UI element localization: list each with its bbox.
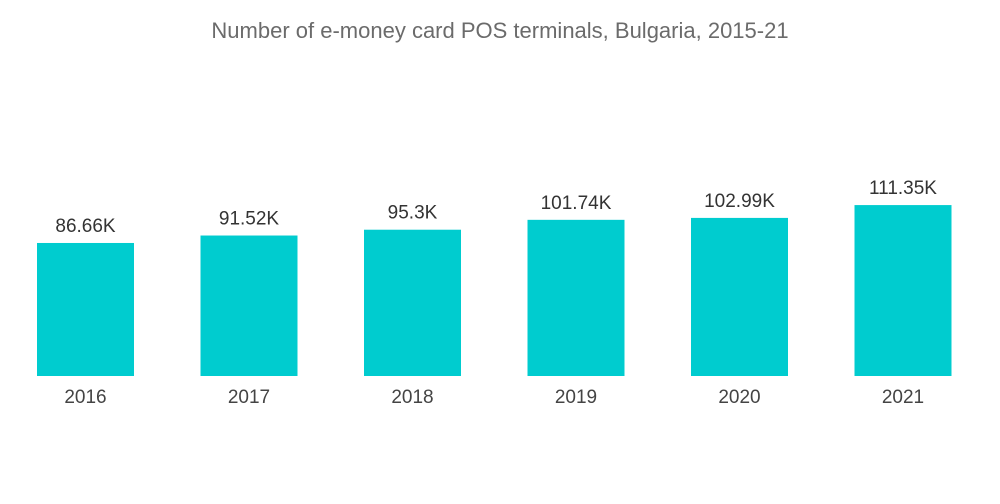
x-tick-label-2019: 2019: [555, 387, 597, 408]
value-label-2017: 91.52K: [219, 209, 280, 230]
value-label-2019: 101.74K: [541, 193, 612, 214]
value-label-2021: 111.35K: [869, 178, 937, 199]
x-tick-label-2016: 2016: [64, 387, 106, 408]
value-label-2020: 102.99K: [704, 191, 775, 212]
bar-2020: [691, 217, 788, 376]
bar-2016: [37, 242, 134, 376]
x-tick-label-2017: 2017: [228, 387, 270, 408]
bar-2017: [200, 235, 298, 376]
value-label-2016: 86.66K: [55, 216, 116, 237]
bar-2018: [364, 229, 461, 376]
x-tick-label-2018: 2018: [391, 387, 433, 408]
x-axis-tick-labels: 2016 2017 2018 2019 2020 2021: [64, 387, 924, 408]
chart-title: Number of e-money card POS terminals, Bu…: [211, 18, 789, 43]
value-labels-group: 86.66K 91.52K 95.3K 101.74K 102.99K 111.35K: [55, 178, 937, 237]
bar-2021: [854, 205, 952, 376]
x-tick-label-2021: 2021: [882, 387, 924, 408]
bar-2019: [527, 219, 625, 376]
bars-group: [37, 205, 952, 376]
x-tick-label-2020: 2020: [718, 387, 760, 408]
value-label-2018: 95.3K: [388, 203, 438, 224]
